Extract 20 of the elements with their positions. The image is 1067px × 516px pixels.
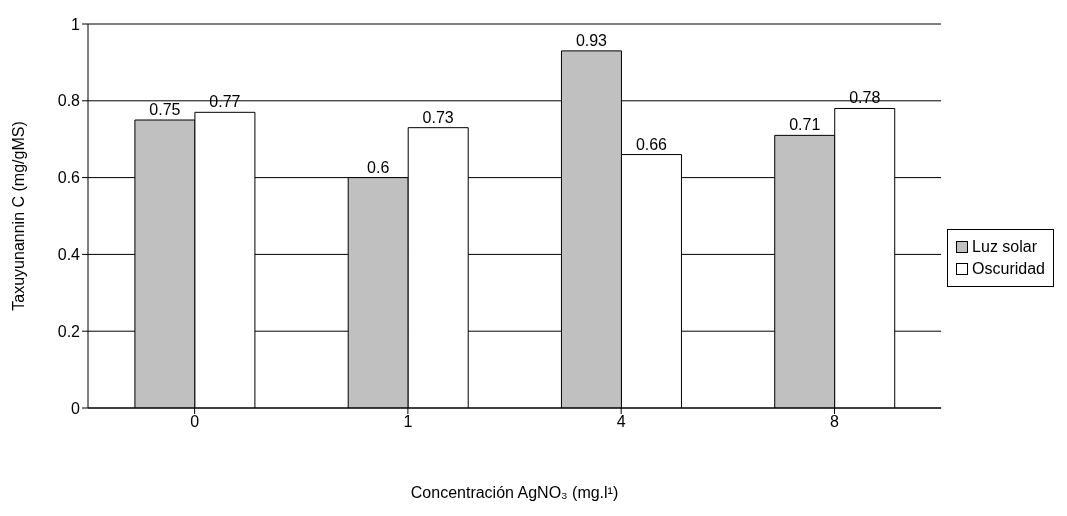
data-label: 0.71: [789, 116, 821, 134]
x-tick-label: 8: [829, 413, 839, 431]
data-label: 0.73: [422, 108, 454, 126]
data-label: 0.75: [149, 101, 181, 118]
y-tick-label: 0.4: [57, 246, 81, 264]
y-tick-label: 0.8: [57, 92, 81, 110]
y-tick-label: 0.2: [57, 322, 81, 340]
data-label: 0.93: [575, 31, 608, 49]
data-label: 0.66: [635, 135, 668, 153]
data-label: 0.6: [367, 158, 390, 176]
y-tick-label: 1: [71, 15, 81, 33]
y-tick-label: 0: [71, 399, 81, 417]
y-axis-title: Taxuyunannin C (mg/gMS): [9, 121, 27, 311]
x-tick-label: 0: [190, 413, 200, 431]
y-tick-label: 0.6: [57, 169, 81, 187]
x-tick-label: 4: [616, 413, 626, 431]
legend-label: Oscuridad: [972, 259, 1045, 279]
x-axis-title: Concentración AgNO₃ (mg.l¹): [410, 484, 619, 501]
x-tick-label: 1: [403, 413, 413, 431]
legend-label: Luz solar: [972, 237, 1037, 257]
